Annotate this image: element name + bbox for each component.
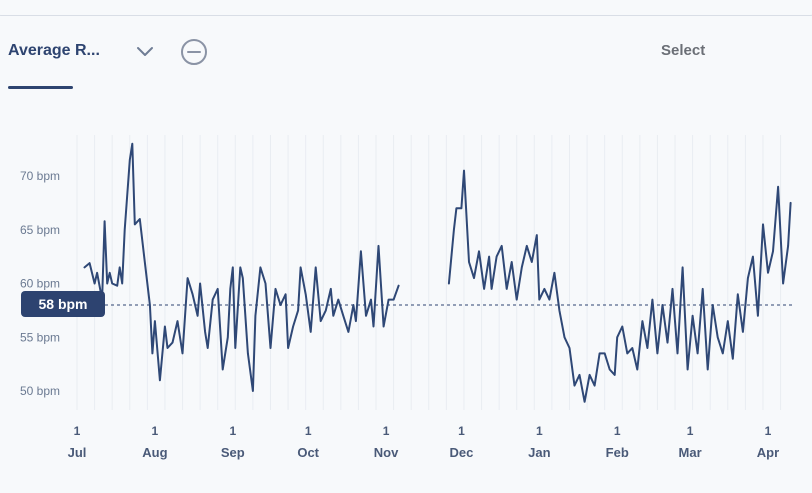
- x-tick-day-label: 1: [614, 424, 621, 438]
- y-tick-label: 70 bpm: [20, 169, 60, 183]
- x-tick-month-label: Oct: [297, 445, 319, 460]
- x-tick-month-label: Jan: [528, 445, 550, 460]
- x-tick-month-label: Aug: [142, 445, 167, 460]
- x-tick-day-label: 1: [536, 424, 543, 438]
- x-tick-day-label: 1: [152, 424, 159, 438]
- x-axis: 1 Jul 1 Aug 1 Sep 1 Oct 1 Nov 1 Dec 1 Jan 1 Feb 1 Mar 1 Apr: [68, 424, 780, 460]
- y-tick-label: 65 bpm: [20, 223, 60, 237]
- x-tick-month-label: Apr: [757, 445, 779, 460]
- x-tick-month-label: Jul: [68, 445, 87, 460]
- active-tab-underline: [8, 86, 73, 89]
- heart-rate-line-segment: [83, 142, 400, 392]
- x-tick-month-label: Dec: [450, 445, 474, 460]
- reference-value-badge: 58 bpm: [21, 291, 105, 317]
- select-button[interactable]: Select: [661, 42, 706, 59]
- x-tick-month-label: Mar: [679, 445, 702, 460]
- x-tick-month-label: Sep: [221, 445, 245, 460]
- x-tick-day-label: 1: [458, 424, 465, 438]
- heart-rate-series: [83, 142, 792, 403]
- x-tick-day-label: 1: [687, 424, 694, 438]
- x-tick-day-label: 1: [765, 424, 772, 438]
- chevron-down-icon[interactable]: [136, 44, 154, 58]
- chart-grid: [76, 135, 782, 410]
- y-tick-label: 60 bpm: [20, 277, 60, 291]
- minus-circle-icon[interactable]: [180, 38, 208, 66]
- x-tick-day-label: 1: [74, 424, 81, 438]
- metric-tab-bar: Average R... Select: [0, 30, 812, 92]
- x-tick-month-label: Feb: [606, 445, 629, 460]
- y-axis: 50 bpm 55 bpm 60 bpm 65 bpm 70 bpm: [20, 169, 60, 398]
- y-tick-label: 55 bpm: [20, 330, 60, 344]
- x-tick-month-label: Nov: [374, 445, 399, 460]
- heart-rate-line-segment: [447, 169, 792, 403]
- top-card: [0, 0, 812, 16]
- metric-tab-average-resting-heart-rate[interactable]: Average R...: [8, 42, 100, 59]
- y-tick-label: 50 bpm: [20, 384, 60, 398]
- x-tick-day-label: 1: [229, 424, 236, 438]
- x-tick-day-label: 1: [305, 424, 312, 438]
- x-tick-day-label: 1: [383, 424, 390, 438]
